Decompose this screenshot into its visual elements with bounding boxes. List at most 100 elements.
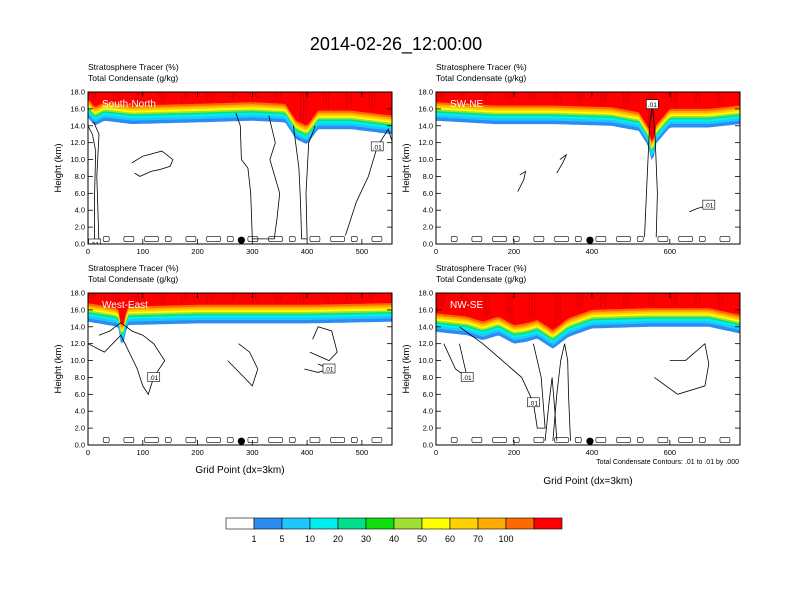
- plot-frame: [87, 292, 393, 446]
- colorbar-cell-2: [281, 517, 311, 530]
- surface-contour: [616, 437, 631, 443]
- surface-contour: [636, 236, 644, 242]
- x-tick-label: 0: [86, 247, 90, 256]
- surface-contour: [185, 437, 197, 443]
- y-tick-label: 4.0: [75, 407, 85, 416]
- colorbar-label: 1: [251, 534, 256, 544]
- surface-contour: [123, 236, 135, 242]
- x-tick-label: 400: [586, 247, 599, 256]
- y-tick-label: 10.0: [70, 356, 85, 365]
- contour-label-box: [460, 372, 474, 382]
- x-tick-label: 100: [137, 247, 150, 256]
- y-tick-label: 10.0: [418, 356, 433, 365]
- y-tick-label: 4.0: [423, 206, 433, 215]
- contour-line-1: [552, 343, 571, 441]
- surface-contour: [657, 437, 669, 443]
- y-tick-label: 14.0: [418, 322, 433, 331]
- y-tick-label: 18.0: [70, 289, 85, 298]
- panel-nw-se: .01 .01 0.0 2.0 4.0 6.0 8.0 10.0 12.0 14.0 16.0 18.…: [401, 263, 741, 487]
- contour-line-2: [309, 326, 338, 362]
- panel-title-line: Total Condensate (g/kg): [436, 274, 526, 284]
- y-tick-label: 16.0: [70, 104, 85, 113]
- surface-contour: [226, 437, 234, 443]
- contour-line-3: [293, 125, 316, 240]
- surface-contour: [678, 236, 693, 242]
- contour-line-2: [235, 112, 281, 240]
- x-tick-label: 200: [191, 448, 204, 457]
- y-tick-label: 12.0: [70, 138, 85, 147]
- plot-area: .01 .01: [436, 293, 740, 445]
- colorbar-label: 5: [279, 534, 284, 544]
- surface-contour: [102, 437, 110, 443]
- panel-title-line: Total Condensate (g/kg): [436, 73, 526, 83]
- panel-title-line: Stratosphere Tracer (%): [88, 62, 179, 72]
- surface-contour: [247, 236, 259, 242]
- surface-contour: [450, 437, 458, 443]
- surface-contour: [268, 236, 283, 242]
- y-tick-label: 2.0: [75, 223, 85, 232]
- surface-contour: [657, 236, 669, 242]
- x-tick-label: 600: [664, 247, 677, 256]
- contour-footnote: Total Condensate Contours: .01 to .01 by…: [596, 459, 739, 466]
- y-tick-label: 0.0: [423, 441, 433, 450]
- surface-contour: [678, 437, 693, 443]
- y-tick-label: 18.0: [70, 88, 85, 97]
- tracer-band-9: [436, 92, 740, 142]
- y-tick-label: 14.0: [70, 322, 85, 331]
- x-tick-label: 500: [356, 448, 369, 457]
- surface-contour: [574, 437, 582, 443]
- y-tick-label: 18.0: [418, 88, 433, 97]
- colorbar-cell-6: [393, 517, 423, 530]
- panel-title-line: Total Condensate (g/kg): [88, 73, 178, 83]
- x-axis-label: Grid Point (dx=3km): [195, 465, 284, 476]
- panels: .01 .01 0.0 2.0 4.0 6.0 8.0 10.0 12.0 14.0 16.0 18.…: [53, 62, 741, 487]
- surface-contour: [309, 437, 321, 443]
- y-tick-label: 0.0: [75, 441, 85, 450]
- contour-line-2: [544, 377, 558, 441]
- surface-contour: [450, 236, 458, 242]
- surface-contour: [102, 236, 110, 242]
- colorbar-cell-3: [309, 517, 339, 530]
- contour-label-box: [370, 141, 384, 152]
- colorbar-label: 70: [473, 534, 483, 544]
- surface-contour: [288, 437, 296, 443]
- contour-line-1: [517, 170, 527, 192]
- contour-line-4: [345, 128, 392, 236]
- contour-line-1: [227, 343, 259, 387]
- plot-frame: [87, 91, 393, 245]
- y-tick-label: 2.0: [423, 223, 433, 232]
- surface-marker: [237, 437, 245, 445]
- x-tick-label: 200: [508, 448, 521, 457]
- surface-contour: [350, 437, 358, 443]
- contour-label: .01: [373, 144, 382, 151]
- surface-contour: [698, 236, 706, 242]
- colorbar-cell-8: [449, 517, 479, 530]
- y-tick-label: 14.0: [70, 121, 85, 130]
- surface-contour: [471, 236, 483, 242]
- surface-contour: [144, 437, 159, 443]
- x-tick-label: 100: [137, 448, 150, 457]
- y-tick-label: 12.0: [418, 339, 433, 348]
- plot-area: .01 .01: [436, 92, 740, 244]
- contour-label: .01: [529, 400, 538, 407]
- contour-label: .01: [648, 102, 657, 109]
- y-tick-label: 6.0: [423, 189, 433, 198]
- colorbar-cell-7: [421, 517, 451, 530]
- y-axis-label: Height (km): [53, 143, 64, 192]
- surface-contour: [371, 236, 383, 242]
- surface-contour: [330, 437, 345, 443]
- panel-name: West-East: [102, 300, 148, 311]
- surface-contour: [371, 437, 383, 443]
- y-tick-label: 2.0: [75, 424, 85, 433]
- surface-contour: [719, 236, 731, 242]
- x-tick-label: 300: [246, 448, 259, 457]
- surface-contour: [636, 437, 644, 443]
- contour-label-box: [527, 397, 540, 408]
- colorbar-cell-0: [225, 517, 255, 530]
- contour-label: .01: [704, 203, 713, 210]
- y-tick-label: 6.0: [75, 189, 85, 198]
- y-tick-label: 14.0: [418, 121, 433, 130]
- contour-line-0: [88, 121, 100, 244]
- plot-area: .01 .01: [88, 92, 392, 244]
